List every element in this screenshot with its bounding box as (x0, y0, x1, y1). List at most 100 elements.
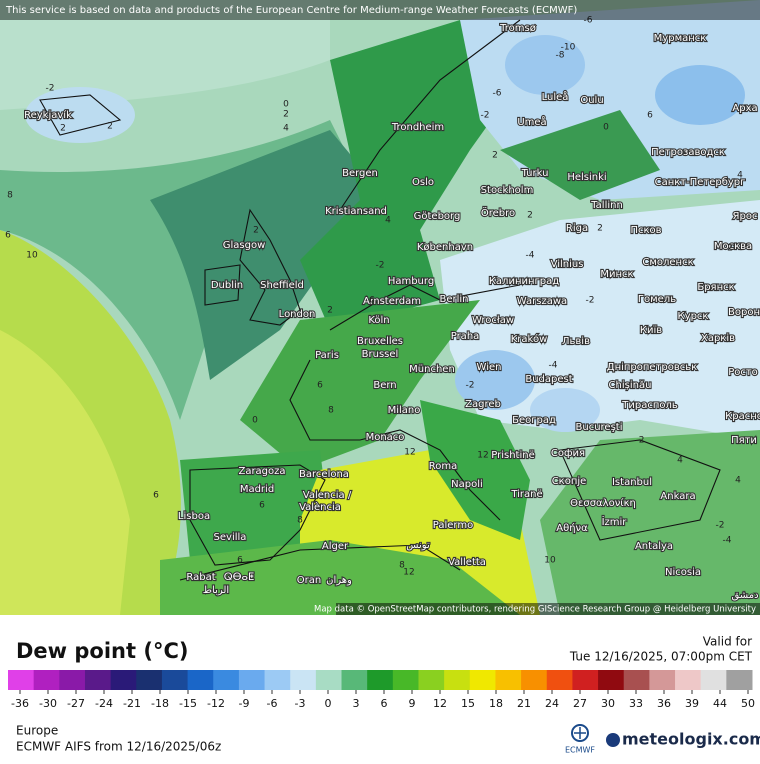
city-label: Ворон (728, 307, 760, 318)
contour-label: -6 (493, 89, 502, 99)
city-label: Zagreb (465, 399, 501, 410)
city-label: Roma (429, 461, 458, 472)
contour-label: 2 (527, 211, 533, 221)
color-swatch (675, 670, 702, 690)
ecmwf-logo: ECMWF (565, 724, 595, 755)
city-label: Петрозаводск (651, 147, 725, 158)
contour-label: 6 (369, 296, 375, 306)
contour-label: -2 (481, 111, 490, 121)
city-label: Красно (725, 411, 760, 422)
color-swatch (290, 670, 317, 690)
city-label: Örebro (481, 206, 515, 219)
city-label: Скопје (552, 475, 587, 487)
contour-label: 0 (252, 416, 258, 426)
city-label: Vilnius (551, 259, 584, 270)
attribution: Map data © OpenStreetMap contributors, r… (314, 605, 756, 615)
map (0, 0, 760, 615)
city-label: Istanbul (612, 477, 652, 488)
contour-label: 2 (327, 306, 333, 316)
colorbar-tick-label: 39 (685, 697, 699, 710)
city-label: وهران (326, 575, 352, 586)
colorbar-tick-label: 12 (433, 697, 447, 710)
contour-label: -6 (584, 16, 593, 26)
attribution-bar (336, 603, 760, 615)
contour-label: -10 (561, 43, 576, 53)
region: Europe (16, 724, 58, 738)
color-swatch (341, 670, 368, 690)
city-label: Oslo (412, 177, 434, 188)
color-swatch (136, 670, 163, 690)
city-label: Kraków (511, 333, 548, 345)
city-label: Helsinki (567, 172, 606, 183)
colorbar-tick-label: 21 (517, 697, 531, 710)
contour-label: 6 (153, 491, 159, 501)
city-label: Monaco (366, 432, 405, 443)
city-label: Dublin (211, 280, 243, 291)
contour-label: -2 (716, 521, 725, 531)
color-swatch (264, 670, 291, 690)
city-label: Bergen (342, 168, 378, 179)
city-label: Львів (562, 335, 590, 347)
colorbar-tick-label: -15 (179, 697, 197, 710)
city-label: Мурманск (654, 33, 707, 44)
city-label: Riga (566, 223, 588, 234)
city-label: Milano (388, 405, 421, 416)
colorbar-tick-label: 27 (573, 697, 587, 710)
colorbar-tick-label: 9 (409, 697, 416, 710)
contour-label: 6 (237, 556, 243, 566)
brand-icon (606, 733, 620, 747)
colorbar-tick-label: -9 (239, 697, 250, 710)
colorbar-tick-label: 50 (741, 697, 755, 710)
colorbar-tick-label: 33 (629, 697, 643, 710)
color-swatch (161, 670, 189, 690)
city-label: Sevilla (214, 532, 247, 543)
city-label: Berlin (439, 294, 468, 305)
contour-label: 4 (385, 216, 391, 226)
city-label: Ankara (660, 491, 695, 502)
color-swatch (598, 670, 625, 690)
city-label: Kristiansand (325, 206, 387, 217)
city-label: Смоленск (642, 257, 693, 268)
contour-label: 4 (283, 124, 289, 134)
contour-label: 4 (735, 476, 741, 486)
contour-label: 2 (107, 122, 113, 132)
color-swatch (315, 670, 343, 690)
city-label: København (417, 242, 473, 253)
colorbar-tick-label: -27 (67, 697, 85, 710)
color-swatch (572, 670, 599, 690)
contour-label: -4 (526, 251, 535, 261)
color-swatch (8, 670, 35, 690)
contour-label: 6 (317, 381, 323, 391)
city-label: Valletta (448, 557, 486, 568)
city-label: Брянск (697, 282, 734, 293)
model-run: ECMWF AIFS from 12/16/2025/06z (16, 740, 221, 754)
city-label: Umeå (517, 115, 546, 128)
ecmwf-label: ECMWF (565, 746, 595, 755)
city-label: Reykjavík (24, 109, 72, 121)
color-swatch (623, 670, 650, 690)
contour-label: -4 (723, 536, 732, 546)
contour-label: 2 (492, 151, 498, 161)
color-swatch (649, 670, 676, 690)
contour-label: 0 (603, 123, 609, 133)
color-swatch (700, 670, 727, 690)
city-label: Київ (640, 325, 662, 336)
city-label: Chișinău (609, 380, 652, 391)
city-label: Курск (678, 311, 709, 322)
city-label: Ярос (733, 211, 758, 222)
brand[interactable]: meteologix.com (622, 730, 760, 749)
contour-label: -8 (556, 51, 565, 61)
colorbar-tick-label: -3 (295, 697, 306, 710)
city-label: Oulu (580, 95, 603, 106)
city-label: Madrid (240, 484, 274, 495)
contour-label: 2 (253, 226, 259, 236)
city-label: Luleå (542, 90, 569, 103)
city-label: València (299, 501, 341, 513)
contour-label: 8 (7, 191, 13, 201)
contour-label: 2 (727, 244, 733, 254)
city-label: Zaragoza (238, 466, 285, 477)
city-label: Гомель (638, 294, 676, 305)
color-swatch (469, 670, 496, 690)
color-swatch (392, 670, 419, 690)
contour-label: -2 (466, 381, 475, 391)
